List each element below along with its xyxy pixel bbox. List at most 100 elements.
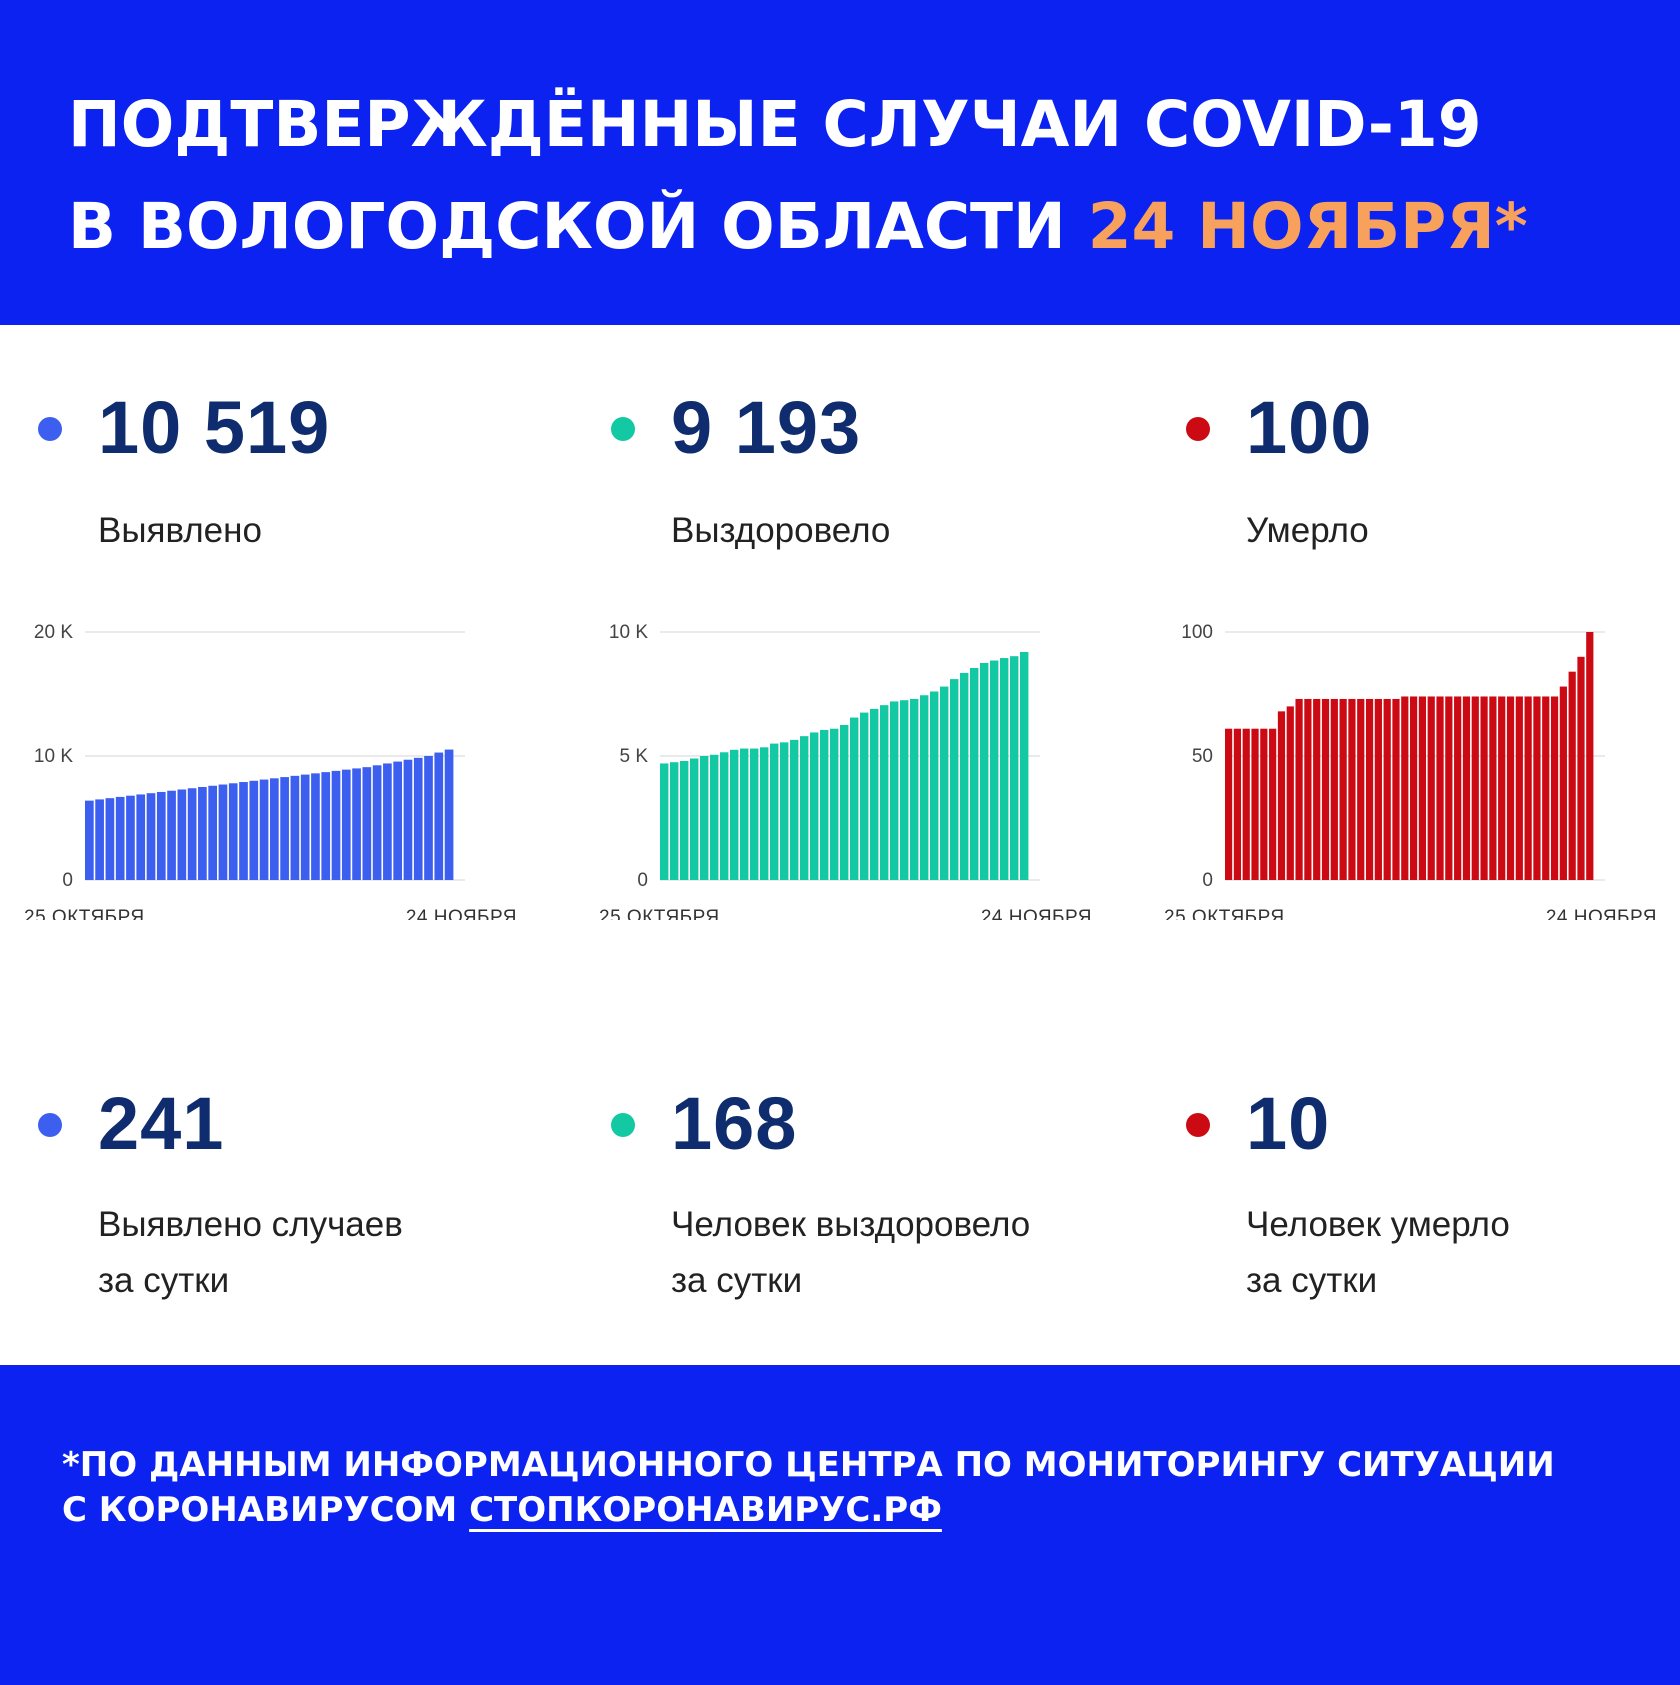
bar: [660, 763, 669, 880]
chart-detected: 0 10 K 20 K 25 ОКТЯБРЯ 24 НОЯБРЯ: [10, 620, 520, 920]
source-link[interactable]: СТОПКОРОНАВИРУС.РФ: [469, 1490, 942, 1530]
title-line-2: В ВОЛОГОДСКОЙ ОБЛАСТИ 24 НОЯБРЯ*: [68, 190, 1528, 263]
bar: [1577, 656, 1585, 880]
bar: [85, 800, 94, 880]
died-daily-label-1: Человек умерло: [1246, 1205, 1510, 1244]
bar: [1506, 696, 1515, 880]
bar: [280, 777, 289, 880]
bar: [1339, 698, 1347, 880]
bar: [434, 752, 444, 880]
bar: [1260, 728, 1268, 880]
bar: [780, 742, 789, 880]
bar: [760, 747, 769, 880]
bar: [830, 728, 839, 880]
stat-died-total: 100 Умерло: [1148, 325, 1668, 965]
bar: [960, 672, 969, 880]
bar: [750, 748, 759, 880]
title-region: В ВОЛОГОДСКОЙ ОБЛАСТИ: [68, 190, 1088, 263]
title-line-1: ПОДТВЕРЖДЁННЫЕ СЛУЧАИ COVID-19: [68, 88, 1482, 161]
bar: [770, 743, 779, 880]
bar: [187, 788, 197, 880]
bar: [720, 752, 729, 880]
bar: [1445, 696, 1453, 880]
bar: [290, 775, 300, 880]
bar: [393, 761, 403, 880]
bar: [1471, 696, 1479, 880]
bar: [228, 783, 238, 880]
bar: [930, 691, 939, 880]
bar: [403, 759, 413, 880]
bar: [372, 765, 382, 880]
x-start-label: 25 ОКТЯБРЯ: [1164, 907, 1285, 920]
bar: [1383, 698, 1391, 880]
bar: [970, 667, 979, 880]
bar: [1313, 698, 1321, 880]
bar: [1515, 696, 1523, 880]
bar: [156, 791, 166, 880]
bar: [115, 796, 125, 880]
bar: [980, 663, 989, 880]
bar: [1242, 728, 1250, 880]
bar: [940, 686, 949, 880]
bar: [790, 739, 799, 880]
bar: [146, 793, 156, 880]
bar: [341, 769, 351, 880]
bar: [990, 660, 999, 880]
bar: [311, 773, 320, 880]
bar: [352, 768, 361, 880]
bar: [259, 779, 269, 880]
died-dot-icon: [1186, 417, 1210, 441]
died-daily-dot-icon: [1186, 1113, 1210, 1137]
bar: [95, 799, 104, 880]
recovered-daily-value: 168: [671, 1082, 798, 1165]
bar: [1020, 652, 1029, 880]
bar: [690, 758, 699, 880]
chart-svg: 0 50 100 25 ОКТЯБРЯ 24 НОЯБРЯ: [1164, 622, 1657, 920]
detected-daily-dot-icon: [38, 1113, 62, 1137]
bar: [208, 785, 218, 880]
x-start-label: 25 ОКТЯБРЯ: [24, 907, 145, 920]
bar: [1410, 696, 1418, 880]
bar: [670, 762, 679, 880]
footer-source-prefix: С КОРОНАВИРУСОМ: [62, 1490, 470, 1530]
bar: [105, 798, 115, 880]
bar: [1348, 698, 1356, 880]
bar: [321, 772, 331, 880]
chart-recovered: 0 5 K 10 K 25 ОКТЯБРЯ 24 НОЯБРЯ: [585, 620, 1095, 920]
y-tick-label: 0: [637, 870, 648, 891]
bar: [362, 767, 372, 880]
detected-dot-icon: [38, 417, 62, 441]
bar: [1559, 686, 1567, 880]
x-end-label: 24 НОЯБРЯ: [406, 907, 517, 920]
bar: [920, 695, 929, 880]
bar: [239, 782, 248, 880]
bar: [800, 736, 809, 880]
y-tick-label: 10 K: [34, 746, 73, 767]
bar: [270, 778, 279, 880]
died-total-value: 100: [1246, 386, 1373, 469]
bar: [1225, 728, 1233, 880]
bar: [136, 794, 146, 880]
stat-recovered-daily: 168 Человек выздоровело за сутки: [575, 1025, 1095, 1300]
y-tick-label: 0: [1202, 870, 1213, 891]
bar: [444, 749, 454, 880]
recovered-dot-icon: [611, 417, 635, 441]
y-tick-label: 5 K: [619, 746, 648, 767]
bar: [177, 789, 187, 880]
x-start-label: 25 ОКТЯБРЯ: [599, 907, 720, 920]
bar: [1000, 658, 1009, 880]
bar: [890, 701, 899, 880]
bar: [1357, 698, 1365, 880]
bar: [1542, 696, 1550, 880]
title-date: 24 НОЯБРЯ*: [1087, 190, 1528, 263]
bar: [1392, 698, 1400, 880]
died-daily-label-2: за сутки: [1246, 1261, 1378, 1300]
bar: [950, 679, 959, 880]
bar: [1401, 696, 1409, 880]
bar: [1010, 656, 1019, 880]
x-end-label: 24 НОЯБРЯ: [1546, 907, 1657, 920]
bar: [1427, 696, 1435, 880]
bar: [1251, 728, 1259, 880]
stats-panel: 10 519 Выявлено 0 10 K 20 K 25 ОКТЯБРЯ 24 НО…: [0, 325, 1680, 1365]
detected-total-label: Выявлено: [98, 511, 262, 550]
